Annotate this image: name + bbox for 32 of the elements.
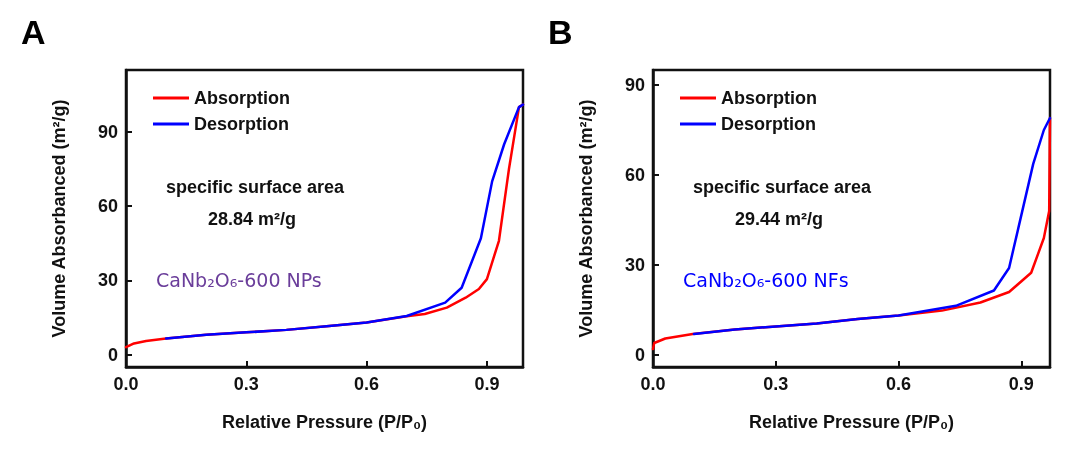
x-tick-label: 0.3 xyxy=(233,374,259,394)
annotation: CaNb₂O₆-600 NFs xyxy=(683,268,849,291)
y-tick-label: 60 xyxy=(624,165,645,185)
y-tick-label: 30 xyxy=(624,255,645,275)
x-tick-label: 0.9 xyxy=(1008,374,1034,394)
annotation: specific surface area xyxy=(166,177,346,197)
annotation: 28.84 m²/g xyxy=(208,209,297,229)
legend-label: Absorption xyxy=(721,88,817,108)
legend-label: Desorption xyxy=(194,114,290,134)
chart-title: A xyxy=(21,13,46,51)
legend-label: Desorption xyxy=(721,114,817,134)
y-tick-label: 0 xyxy=(634,345,645,365)
y-tick-label: 0 xyxy=(107,344,118,365)
x-tick-label: 0.6 xyxy=(886,374,912,394)
y-tick-label: 30 xyxy=(97,270,118,291)
y-axis-title: Volume Absorbanced (m²/g) xyxy=(576,99,596,338)
x-tick-label: 0.0 xyxy=(113,374,139,394)
y-axis-title: Volume Absorbanced (m²/g) xyxy=(49,99,69,338)
annotation: 29.44 m²/g xyxy=(735,209,824,229)
annotation: CaNb₂O₆-600 NPs xyxy=(156,268,322,291)
annotation: specific surface area xyxy=(693,177,873,197)
chart-title: B xyxy=(548,13,573,51)
x-tick-label: 0.6 xyxy=(354,374,380,394)
y-tick-label: 90 xyxy=(624,75,645,95)
y-tick-label: 60 xyxy=(97,196,118,217)
x-tick-label: 0.0 xyxy=(640,374,666,394)
x-tick-label: 0.9 xyxy=(474,374,500,394)
x-axis-title: Relative Pressure (P/P₀) xyxy=(221,412,428,432)
x-tick-label: 0.3 xyxy=(763,374,789,394)
x-axis-title: Relative Pressure (P/P₀) xyxy=(748,412,955,432)
y-tick-label: 90 xyxy=(97,121,118,142)
legend-label: Absorption xyxy=(194,88,290,108)
